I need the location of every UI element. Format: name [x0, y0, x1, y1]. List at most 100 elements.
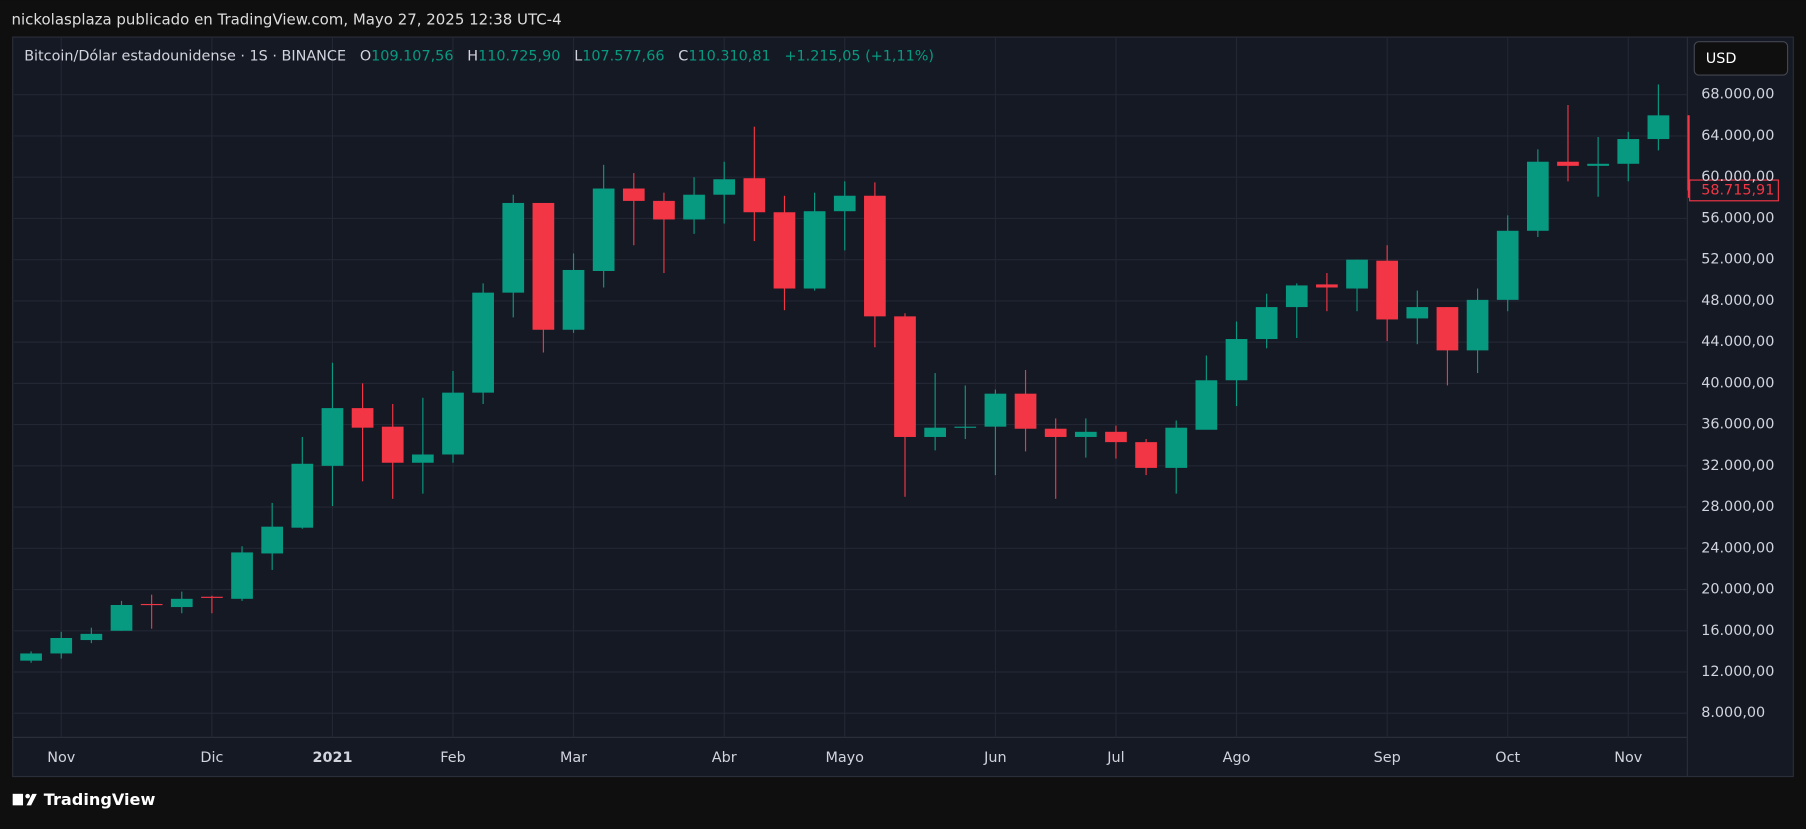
legend: Bitcoin/Dólar estadounidense · 1S · BINA…: [24, 49, 934, 65]
candle-body: [833, 195, 856, 212]
candle-body: [1376, 260, 1399, 320]
l-value: 107.577,66: [582, 49, 664, 65]
x-tick-label: Mar: [560, 750, 587, 766]
y-tick-label: 44.000,00: [1701, 334, 1774, 350]
candle-body: [984, 393, 1007, 427]
header-text: nickolasplaza publicado en TradingView.c…: [12, 10, 562, 28]
candles: [20, 84, 1779, 663]
y-tick-label: 52.000,00: [1701, 252, 1774, 268]
candle-body: [1406, 307, 1429, 319]
candle-body: [170, 598, 193, 608]
candle-body: [653, 200, 675, 220]
y-tick-label: 20.000,00: [1701, 582, 1774, 598]
x-tick-label: Sep: [1374, 750, 1401, 766]
y-tick-label: 64.000,00: [1701, 128, 1774, 144]
candle-body: [1587, 163, 1609, 166]
candle-body: [351, 408, 374, 428]
candle-body: [1285, 285, 1308, 308]
candle-body: [412, 454, 434, 463]
tv-logo: TradingView: [12, 790, 156, 809]
candle-body: [261, 526, 284, 554]
logo-mark: [26, 793, 37, 806]
x-tick-label: Mayo: [825, 750, 864, 766]
x-tick-label: Oct: [1495, 750, 1520, 766]
c-value: 110.310,81: [688, 49, 770, 65]
currency-label[interactable]: USD: [1706, 51, 1737, 67]
candle-body: [1617, 139, 1640, 164]
candle-body: [1687, 115, 1690, 191]
candle-body: [1135, 442, 1157, 468]
y-tick-label: 8.000,00: [1701, 705, 1765, 721]
candle-body: [864, 195, 886, 317]
y-tick-label: 48.000,00: [1701, 293, 1774, 309]
change: +1.215,05 (+1,11%): [784, 49, 934, 65]
h-label: H: [467, 49, 478, 65]
last-price-tag: [1689, 179, 1779, 202]
x-tick-label: Ago: [1223, 750, 1251, 766]
x-tick-label: Jul: [1106, 750, 1124, 766]
candle-body: [1436, 307, 1459, 351]
y-tick-label: 12.000,00: [1701, 664, 1774, 680]
y-tick-label: 16.000,00: [1701, 623, 1774, 639]
candle-body: [1225, 339, 1248, 381]
y-tick-label: 32.000,00: [1701, 458, 1774, 474]
candle-body: [773, 212, 796, 289]
candle-body: [713, 179, 736, 195]
candle-body: [381, 426, 404, 463]
y-tick-label: 40.000,00: [1701, 375, 1774, 391]
x-tick-label: Dic: [200, 750, 223, 766]
logo-text: TradingView: [44, 790, 156, 809]
candle-body: [1526, 161, 1549, 231]
candle-body: [1647, 115, 1670, 140]
candle-body: [683, 194, 705, 220]
y-tick-label: 28.000,00: [1701, 499, 1774, 515]
y-tick-label: 60.000,00: [1701, 169, 1774, 185]
candle-body: [1044, 428, 1067, 437]
candle-body: [1316, 284, 1338, 288]
candle-body: [110, 605, 133, 631]
y-tick-label: 56.000,00: [1701, 210, 1774, 226]
candle-body: [20, 653, 42, 661]
candle-body: [140, 603, 163, 606]
candle-body: [592, 188, 615, 271]
candle-body: [562, 269, 585, 330]
l-label: L: [574, 49, 582, 65]
candle-body: [442, 392, 464, 455]
o-value: 109.107,56: [371, 49, 453, 65]
y-tick-label: 24.000,00: [1701, 540, 1774, 556]
candle-body: [1105, 431, 1127, 443]
candle-body: [472, 292, 494, 393]
candle-body: [532, 202, 555, 330]
candle-body: [291, 463, 314, 528]
x-tick-label: Nov: [47, 750, 76, 766]
x-tick-label: Jun: [983, 750, 1006, 766]
candle-body: [50, 637, 73, 654]
candle-body: [1346, 259, 1368, 289]
candle-body: [803, 211, 826, 289]
candle-body: [743, 178, 766, 213]
candle-body: [1255, 307, 1278, 340]
h-value: 110.725,90: [478, 49, 560, 65]
candle-body: [1466, 299, 1489, 351]
symbol: Bitcoin/Dólar estadounidense · 1S · BINA…: [24, 49, 346, 65]
candle-body: [954, 426, 977, 428]
candle-body: [894, 316, 916, 437]
currency-button[interactable]: [1693, 41, 1789, 76]
grid: [13, 37, 1688, 738]
logo-mark: [12, 793, 24, 806]
y-tick-label: 68.000,00: [1701, 87, 1774, 103]
o-label: O: [360, 49, 371, 65]
x-tick-label: 2021: [312, 750, 352, 766]
candle-body: [1014, 393, 1037, 429]
x-tick-label: Abr: [712, 750, 737, 766]
y-tick-label: 36.000,00: [1701, 417, 1774, 433]
candle-body: [924, 427, 946, 437]
last-price-label: 58.715,91: [1701, 182, 1774, 198]
candle-body: [1195, 380, 1218, 430]
candle-body: [80, 633, 103, 641]
logo-mark: [25, 793, 30, 799]
c-label: C: [678, 49, 688, 65]
x-tick-label: Nov: [1614, 750, 1643, 766]
candle-body: [622, 188, 645, 201]
axis-labels: 8.000,00 12.000,00 16.000,00 20.000,00 24.00…: [47, 87, 1774, 766]
